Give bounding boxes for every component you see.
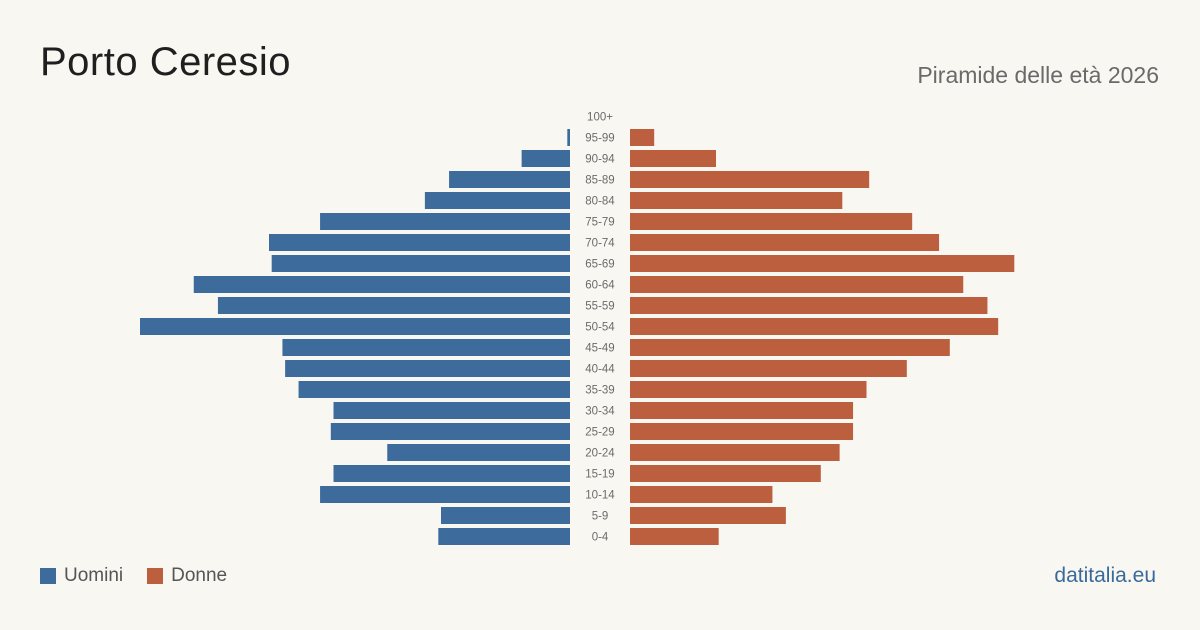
age-label-20-24: 20-24	[585, 448, 615, 460]
bar-men-10-14	[320, 486, 570, 503]
bar-men-90-94	[521, 150, 570, 167]
age-label-15-19: 15-19	[585, 469, 614, 481]
legend-swatch-women	[147, 568, 164, 584]
age-label-50-54: 50-54	[585, 322, 615, 334]
age-label-65-69: 65-69	[585, 259, 614, 271]
bar-women-85-89	[630, 171, 870, 188]
bar-men-20-24	[387, 444, 570, 461]
legend-item-women: Donne	[147, 565, 227, 587]
bar-women-60-64	[630, 276, 964, 293]
legend-item-men: Uomini	[40, 565, 123, 587]
age-label-70-74: 70-74	[585, 238, 615, 250]
bar-men-5-9	[441, 507, 570, 524]
bar-women-80-84	[630, 192, 843, 209]
legend-swatch-men	[40, 568, 56, 584]
age-label-60-64: 60-64	[585, 280, 615, 292]
bar-men-60-64	[193, 276, 570, 293]
age-label-80-84: 80-84	[585, 196, 615, 208]
age-label-85-89: 85-89	[585, 175, 614, 187]
bar-women-40-44	[630, 360, 907, 377]
bar-women-0-4	[630, 528, 719, 545]
age-label-5-9: 5-9	[592, 511, 609, 523]
bar-men-45-49	[282, 339, 570, 356]
legend: Uomini Donne	[40, 565, 251, 587]
age-label-10-14: 10-14	[585, 490, 615, 502]
age-label-0-4: 0-4	[592, 532, 609, 544]
bar-women-70-74	[630, 234, 940, 251]
bar-women-15-19	[630, 465, 821, 482]
bar-women-95-99	[630, 129, 655, 146]
bar-men-35-39	[298, 381, 570, 398]
bar-men-0-4	[438, 528, 570, 545]
age-label-30-34: 30-34	[585, 406, 615, 418]
age-label-25-29: 25-29	[585, 427, 614, 439]
chart-subtitle: Piramide delle età 2026	[917, 62, 1159, 88]
bar-men-80-84	[424, 192, 570, 209]
age-label-75-79: 75-79	[585, 217, 614, 229]
bar-women-35-39	[630, 381, 867, 398]
bar-women-10-14	[630, 486, 773, 503]
bar-men-40-44	[285, 360, 570, 377]
age-label-35-39: 35-39	[585, 385, 614, 397]
bar-men-75-79	[320, 213, 570, 230]
age-label-90-94: 90-94	[585, 154, 615, 166]
bar-men-85-89	[449, 171, 570, 188]
bar-men-65-69	[271, 255, 570, 272]
bar-men-15-19	[333, 465, 570, 482]
bar-women-55-59	[630, 297, 988, 314]
chart-title: Porto Ceresio	[40, 40, 292, 84]
age-label-45-49: 45-49	[585, 343, 614, 355]
bar-men-95-99	[567, 129, 570, 146]
age-label-100plus: 100+	[587, 112, 613, 124]
bar-men-30-34	[333, 402, 570, 419]
site-link[interactable]: datitalia.eu	[1054, 564, 1156, 587]
bar-women-5-9	[630, 507, 786, 524]
bar-men-55-59	[217, 297, 570, 314]
bar-women-25-29	[630, 423, 854, 440]
bar-women-50-54	[630, 318, 999, 335]
bar-men-70-74	[269, 234, 570, 251]
bar-women-65-69	[630, 255, 1015, 272]
age-label-40-44: 40-44	[585, 364, 615, 376]
age-label-95-99: 95-99	[585, 133, 614, 145]
bar-women-30-34	[630, 402, 854, 419]
bar-men-50-54	[140, 318, 570, 335]
legend-label-men: Uomini	[64, 565, 124, 586]
age-label-55-59: 55-59	[585, 301, 614, 313]
bar-women-90-94	[630, 150, 716, 167]
bar-men-25-29	[330, 423, 570, 440]
bar-women-20-24	[630, 444, 840, 461]
bar-women-45-49	[630, 339, 950, 356]
bar-women-75-79	[630, 213, 913, 230]
legend-label-women: Donne	[171, 565, 228, 586]
